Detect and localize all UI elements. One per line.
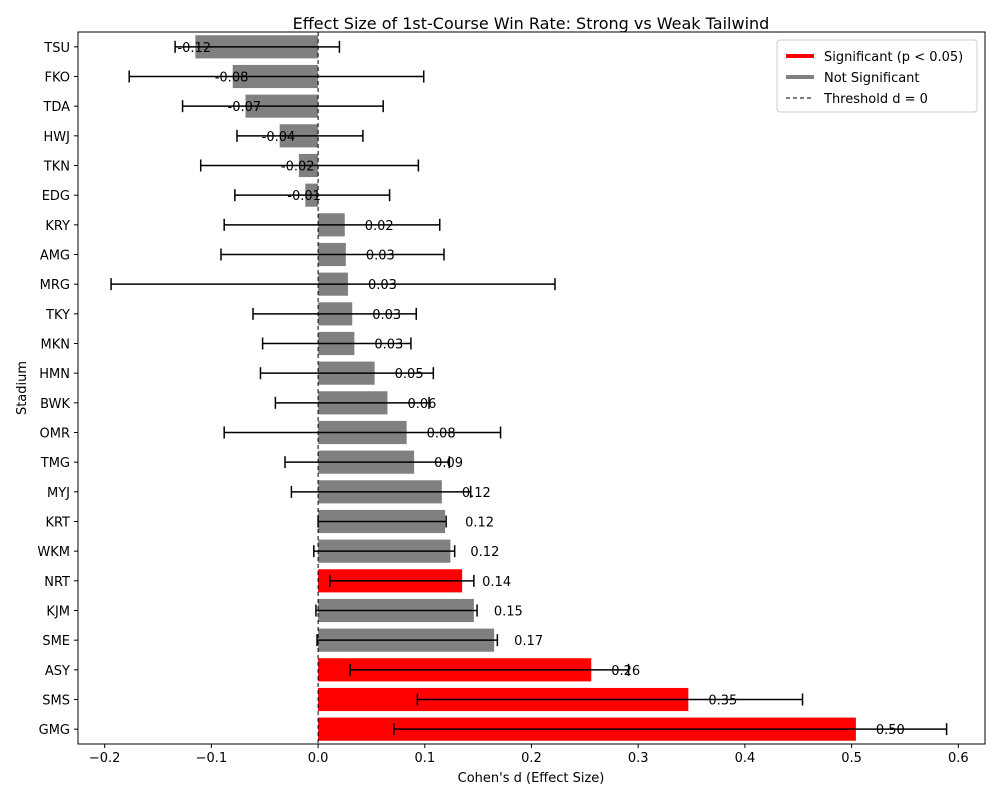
y-tick-label-edg: EDG <box>42 189 70 204</box>
value-label-krt: 0.12 <box>465 516 494 531</box>
y-tick-label-mrg: MRG <box>40 278 70 293</box>
value-label-kjm: 0.15 <box>494 605 523 620</box>
value-label-wkm: 0.12 <box>470 545 499 560</box>
value-label-hwj: -0.04 <box>262 130 296 145</box>
y-tick-label-asy: ASY <box>45 664 70 679</box>
value-label-tsu: -0.12 <box>177 41 211 56</box>
y-tick-label-omr: OMR <box>40 427 70 442</box>
value-label-sms: 0.35 <box>708 694 737 709</box>
x-axis-title: Cohen's d (Effect Size) <box>458 771 605 786</box>
value-label-omr: 0.08 <box>427 427 456 442</box>
value-label-asy: 0.26 <box>611 664 640 679</box>
x-tick-label: 0.0 <box>308 751 329 766</box>
y-tick-label-myj: MYJ <box>47 486 70 501</box>
value-label-gmg: 0.50 <box>876 723 905 738</box>
y-tick-label-hmn: HMN <box>39 367 70 382</box>
x-tick-label: 0.4 <box>735 751 756 766</box>
value-label-tda: -0.07 <box>228 100 262 115</box>
chart-title: Effect Size of 1st-Course Win Rate: Stro… <box>293 14 770 33</box>
x-tick-label: 0.2 <box>521 751 542 766</box>
y-tick-label-mkn: MKN <box>41 338 70 353</box>
value-label-myj: 0.12 <box>462 486 491 501</box>
value-label-edg: -0.01 <box>287 189 321 204</box>
value-label-tkn: -0.02 <box>281 160 315 175</box>
y-tick-label-bwk: BWK <box>40 397 70 412</box>
value-label-nrt: 0.14 <box>482 575 511 590</box>
y-tick-label-hwj: HWJ <box>44 130 70 145</box>
value-label-sme: 0.17 <box>514 634 543 649</box>
y-tick-label-sms: SMS <box>42 694 70 709</box>
y-tick-label-sme: SME <box>42 634 70 649</box>
y-tick-label-gmg: GMG <box>39 723 70 738</box>
x-tick-label: −0.1 <box>196 751 228 766</box>
value-label-kry: 0.02 <box>365 219 394 234</box>
y-tick-label-tkn: TKN <box>43 160 70 175</box>
x-tick-label: 0.6 <box>948 751 969 766</box>
y-tick-label-tmg: TMG <box>40 456 70 471</box>
legend-label-significant: Significant (p < 0.05) <box>824 50 963 65</box>
y-tick-label-amg: AMG <box>40 249 70 264</box>
x-tick-label: 0.5 <box>841 751 862 766</box>
y-axis-title: Stadium <box>15 361 30 415</box>
value-label-tky: 0.03 <box>372 308 401 323</box>
y-axis: TSU FKO TDA HWJ TKN EDG KRY AMG MRG TKY MKN HMN BWK O… <box>37 41 78 738</box>
x-tick-label: 0.1 <box>414 751 435 766</box>
value-label-mkn: 0.03 <box>374 338 403 353</box>
y-tick-label-tky: TKY <box>45 308 70 323</box>
y-tick-label-fko: FKO <box>44 71 70 86</box>
value-label-tmg: 0.09 <box>434 456 463 471</box>
x-axis: −0.2 −0.1 0.0 0.1 0.2 0.3 0.4 0.5 0.6 <box>89 744 969 766</box>
y-tick-label-kry: KRY <box>45 219 70 234</box>
legend: Significant (p < 0.05) Not Significant T… <box>776 39 978 113</box>
value-label-bwk: 0.06 <box>407 397 436 412</box>
error-bars-group <box>110 40 948 736</box>
legend-label-threshold: Threshold d = 0 <box>823 92 928 107</box>
y-tick-label-tda: TDA <box>42 100 70 115</box>
x-tick-label: −0.2 <box>89 751 121 766</box>
legend-box <box>776 39 978 113</box>
value-label-hmn: 0.05 <box>395 367 424 382</box>
y-tick-label-krt: KRT <box>45 516 70 531</box>
x-tick-label: 0.3 <box>628 751 649 766</box>
y-tick-label-wkm: WKM <box>37 545 70 560</box>
value-labels-group: -0.12 -0.08 -0.07-0.04 -0.02 -0.01 0.02 0.03 0.… <box>177 41 904 738</box>
y-tick-label-tsu: TSU <box>43 41 70 56</box>
legend-label-not-significant: Not Significant <box>824 71 920 86</box>
value-label-amg: 0.03 <box>366 249 395 264</box>
y-tick-label-kjm: KJM <box>46 605 70 620</box>
value-label-mrg: 0.03 <box>368 278 397 293</box>
y-tick-label-nrt: NRT <box>44 575 70 590</box>
value-label-fko: -0.08 <box>215 71 249 86</box>
